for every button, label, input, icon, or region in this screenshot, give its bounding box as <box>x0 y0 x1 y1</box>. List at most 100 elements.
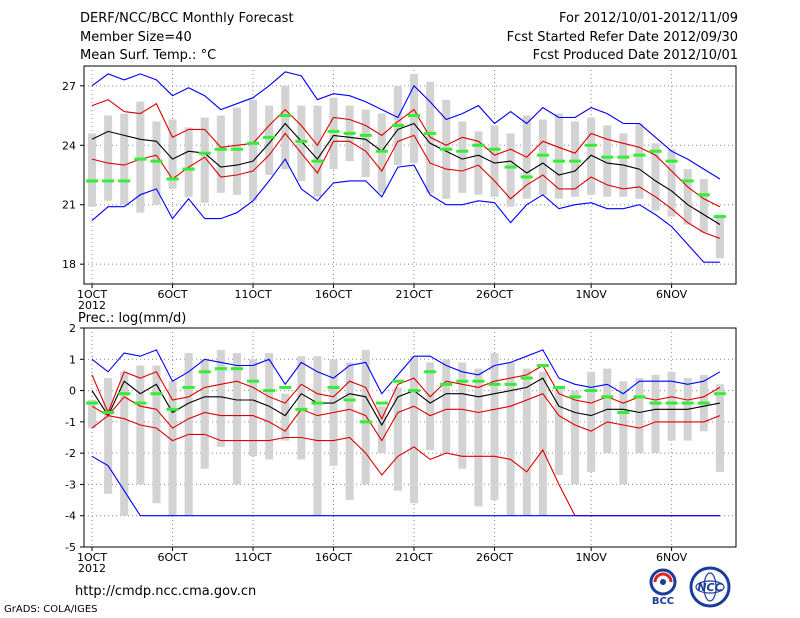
forecast-period: For 2012/10/01-2012/11/09 <box>559 11 738 26</box>
prec-line-min_blue <box>91 455 720 517</box>
prec-spread-box <box>651 374 660 454</box>
prec-spread-box <box>377 406 386 454</box>
prec-line-max <box>91 349 721 395</box>
temp-spread-box <box>570 121 580 197</box>
temp-line-max <box>91 71 721 180</box>
prec-line-mean <box>91 377 721 427</box>
prec-xtick-label: 1NOV <box>576 551 608 564</box>
temp-spread-box <box>297 105 306 181</box>
temp-spread-box <box>683 169 692 225</box>
prec-spread-box <box>410 356 419 504</box>
prec-spread-box <box>297 356 306 460</box>
prec-plot-frame <box>83 327 737 548</box>
temp-spread-box <box>554 113 563 199</box>
prec-spread-box <box>635 378 644 454</box>
prec-spread-box <box>393 387 402 491</box>
prec-spread-box <box>361 349 370 485</box>
prec-spread-box <box>603 368 612 454</box>
temp-panel-title: Mean Surf. Temp.: °C <box>80 48 217 63</box>
temp-spread-box <box>152 121 161 205</box>
prec-spread-box <box>442 359 451 454</box>
prec-spread-box <box>313 356 322 516</box>
prec-spread-box <box>506 362 515 516</box>
temp-plot-frame <box>83 65 737 285</box>
prec-line-upper <box>91 364 721 420</box>
prec-ytick-label: -5 <box>65 541 76 554</box>
prec-spread-box <box>216 349 225 447</box>
bcc-logo: BCC <box>649 568 677 606</box>
prec-xtick-label: 6OCT <box>158 551 188 564</box>
temp-spread-box <box>136 101 145 213</box>
prec-ytick-label: -2 <box>65 447 76 460</box>
produced-date: Fcst Produced Date 2012/10/01 <box>532 48 738 63</box>
started-refer-date: Fcst Started Refer Date 2012/09/30 <box>506 30 738 45</box>
prec-spread-box <box>152 365 161 504</box>
temp-ytick-label: 18 <box>62 258 76 271</box>
temp-spread-box <box>506 133 515 207</box>
prec-xtick-label: 26OCT <box>476 551 513 564</box>
grads-credit: GrADS: COLA/IGES <box>4 604 98 615</box>
temp-spread-box <box>667 149 676 217</box>
temp-spread-box <box>216 115 225 193</box>
temp-ytick-label: 24 <box>62 139 76 152</box>
temp-spread-box <box>651 143 660 211</box>
prec-spread-box <box>168 381 177 516</box>
member-size: Member Size=40 <box>80 30 192 45</box>
temp-xtick-label: 26OCT <box>476 288 513 301</box>
prec-xtick-year: 2012 <box>78 562 106 575</box>
prec-spread-box <box>120 371 129 516</box>
temp-xtick-label: 16OCT <box>315 288 352 301</box>
prec-spread-box <box>249 359 258 457</box>
temp-spread-box <box>249 99 258 201</box>
temp-spread-box <box>474 131 483 195</box>
temp-spread-box <box>104 115 113 201</box>
temp-spread-box <box>232 107 241 195</box>
prec-spread-box <box>715 384 724 472</box>
prec-spread-box <box>587 371 596 472</box>
prec-line-lower <box>91 393 721 442</box>
temp-spread-box <box>410 73 419 164</box>
prec-xtick-label: 11OCT <box>235 551 272 564</box>
temp-line-mean <box>91 122 721 225</box>
temp-spread-box <box>458 121 467 193</box>
prec-ytick-label: 2 <box>69 322 76 335</box>
prec-spread-box <box>667 371 676 441</box>
temp-spread-box <box>184 127 193 197</box>
temp-line-upper <box>91 99 721 208</box>
bcc-logo-text: BCC <box>652 596 674 606</box>
prec-spread-box <box>232 353 241 485</box>
temp-spread-box <box>699 178 708 233</box>
prec-ytick-label: 0 <box>69 385 76 398</box>
website-url[interactable]: http://cmdp.ncc.cma.gov.cn <box>75 584 257 599</box>
prec-spread-box <box>570 390 580 485</box>
prec-ytick-label: -1 <box>65 416 76 429</box>
temp-spread-box <box>377 113 386 193</box>
temp-spread-box <box>587 117 596 195</box>
temp-spread-box <box>281 85 290 170</box>
prec-ytick-label: -3 <box>65 478 76 491</box>
temp-xtick-label: 1OCT <box>77 288 107 301</box>
prec-spread-box <box>281 393 290 441</box>
ncc-logo: NCC <box>689 566 731 608</box>
temp-ytick-label: 21 <box>62 199 76 212</box>
prec-spread-box <box>88 399 97 429</box>
temp-spread-box <box>361 109 370 177</box>
prec-ytick-label: -4 <box>65 510 76 523</box>
prec-spread-box <box>619 381 628 485</box>
temp-ytick-label: 27 <box>62 80 76 93</box>
temp-spread-box <box>313 105 322 197</box>
temp-spread-box <box>538 119 547 195</box>
ncc-logo-text: NCC <box>697 581 722 594</box>
temp-xtick-label: 6OCT <box>158 288 188 301</box>
prec-spread-box <box>522 368 531 516</box>
temp-spread-box <box>200 117 209 203</box>
prec-spread-box <box>538 371 547 516</box>
temp-spread-box <box>635 123 644 199</box>
temp-spread-box <box>490 125 499 197</box>
temp-spread-box <box>168 119 177 189</box>
temp-line-min <box>91 158 720 263</box>
prec-spread-box <box>474 368 483 507</box>
temp-xtick-label: 6NOV <box>656 288 688 301</box>
prec-spread-box <box>426 362 435 451</box>
